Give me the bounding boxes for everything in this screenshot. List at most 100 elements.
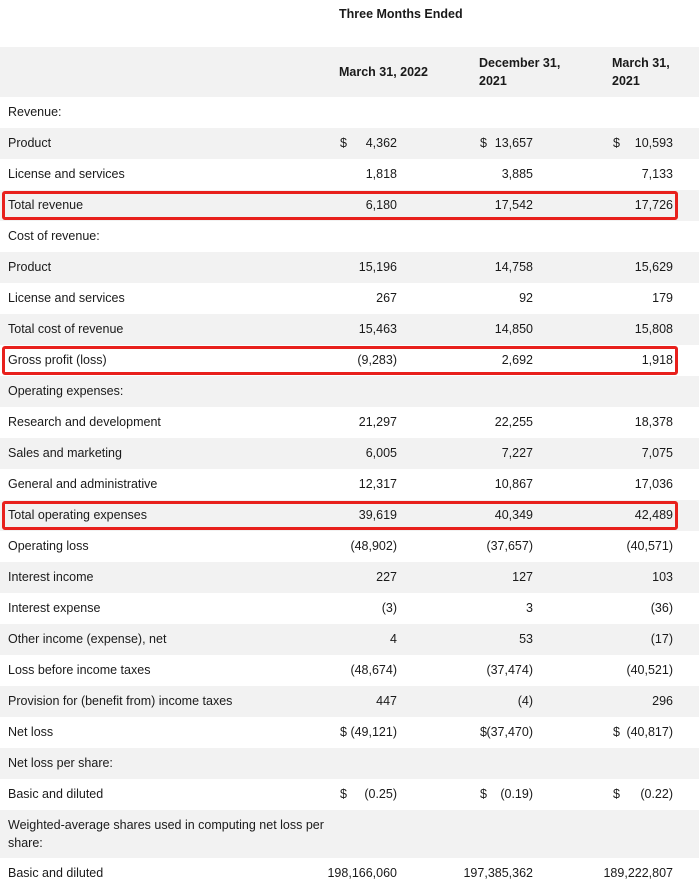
- currency-symbol: $: [613, 787, 620, 801]
- value-cell-col3: (40,817): [626, 725, 673, 739]
- value-cell-col2: (37,657): [486, 539, 533, 553]
- value-cell-col3: 15,629: [634, 260, 673, 274]
- value-cell-col3: 296: [652, 694, 673, 708]
- three-months-ended-heading: Three Months Ended: [339, 7, 463, 21]
- table-row: Loss before income taxes (48,674) (37,474)…: [0, 655, 699, 686]
- section-heading-label: Net loss per share:: [8, 756, 113, 770]
- value-cell-col2: 14,758: [494, 260, 533, 274]
- table-row: Basic and diluted 198,166,060 197,385,362 1…: [0, 858, 699, 889]
- table-row: Total operating expenses 39,619 40,349 42,4…: [0, 500, 699, 531]
- value-cell-col2: 13,657: [494, 136, 533, 150]
- value-cell-col2: 2,692: [501, 353, 533, 367]
- currency-symbol: $: [480, 787, 487, 801]
- table-row: Product $4,362 $13,657 $10,593: [0, 128, 699, 159]
- section-heading-label: Revenue:: [8, 105, 62, 119]
- currency-symbol: $: [340, 787, 347, 801]
- section-heading-label: Operating expenses:: [8, 384, 124, 398]
- value-cell-col1: (49,121): [350, 725, 397, 739]
- row-label: Total operating expenses: [8, 508, 147, 522]
- table-row: Total cost of revenue 15,463 14,850 15,808: [0, 314, 699, 345]
- value-cell-col2: 7,227: [501, 446, 533, 460]
- table-row: Operating loss (48,902) (37,657) (40,571): [0, 531, 699, 562]
- column-heading-march-2022: March 31, 2022: [339, 65, 428, 79]
- value-cell-col3: (17): [650, 632, 673, 646]
- section-heading-row: Weighted-average shares used in computin…: [0, 810, 699, 858]
- value-cell-col2: 14,850: [494, 322, 533, 336]
- value-cell-col2: 10,867: [494, 477, 533, 491]
- value-cell-col3: 189,222,807: [603, 866, 673, 880]
- table-row: Interest income 227 127 103: [0, 562, 699, 593]
- value-cell-col2: 17,542: [494, 198, 533, 212]
- section-heading-row: Operating expenses:: [0, 376, 699, 407]
- row-label: Other income (expense), net: [8, 632, 167, 646]
- value-cell-col1: 198,166,060: [327, 866, 397, 880]
- currency-symbol: $: [480, 725, 487, 739]
- currency-symbol: $: [340, 136, 347, 150]
- row-label: Operating loss: [8, 539, 89, 553]
- table-row: Gross profit (loss) (9,283) 2,692 1,918: [0, 345, 699, 376]
- section-heading-row: Cost of revenue:: [0, 221, 699, 252]
- value-cell-col1: 6,180: [365, 198, 397, 212]
- table-row: Product 15,196 14,758 15,629: [0, 252, 699, 283]
- value-cell-col1: 227: [376, 570, 397, 584]
- value-cell-col2: (37,470): [486, 725, 533, 739]
- value-cell-col2: 197,385,362: [463, 866, 533, 880]
- table-header-top: Three Months Ended: [0, 0, 699, 47]
- value-cell-col1: 447: [376, 694, 397, 708]
- value-cell-col3: (36): [650, 601, 673, 615]
- row-label: Research and development: [8, 415, 161, 429]
- column-heading-march-2021: March 31, 2021: [612, 56, 670, 88]
- value-cell-col1: 1,818: [365, 167, 397, 181]
- table-row: Sales and marketing 6,005 7,227 7,075: [0, 438, 699, 469]
- value-cell-col1: (48,674): [350, 663, 397, 677]
- value-cell-col2: (37,474): [486, 663, 533, 677]
- value-cell-col3: 1,918: [641, 353, 673, 367]
- value-cell-col1: (3): [381, 601, 397, 615]
- value-cell-col1: (9,283): [357, 353, 397, 367]
- currency-symbol: $: [340, 725, 347, 739]
- value-cell-col1: 15,196: [358, 260, 397, 274]
- row-label: Provision for (benefit from) income taxe…: [8, 694, 233, 708]
- table-row: Total revenue 6,180 17,542 17,726: [0, 190, 699, 221]
- value-cell-col1: (0.25): [364, 787, 397, 801]
- table-row: Net loss $ (49,121) $ (37,470) $ (40,817): [0, 717, 699, 748]
- row-label: Loss before income taxes: [8, 663, 151, 677]
- row-label: License and services: [8, 291, 125, 305]
- value-cell-col3: 7,133: [641, 167, 673, 181]
- column-heading-december-2021: December 31, 2021: [479, 56, 561, 88]
- value-cell-col1: 39,619: [358, 508, 397, 522]
- value-cell-col2: 3: [526, 601, 533, 615]
- value-cell-col3: 17,036: [634, 477, 673, 491]
- value-cell-col2: 40,349: [494, 508, 533, 522]
- value-cell-col2: 22,255: [494, 415, 533, 429]
- table-row: Interest expense (3) 3 (36): [0, 593, 699, 624]
- value-cell-col3: 18,378: [634, 415, 673, 429]
- currency-symbol: $: [613, 136, 620, 150]
- value-cell-col3: 103: [652, 570, 673, 584]
- value-cell-col3: 7,075: [641, 446, 673, 460]
- value-cell-col1: 6,005: [365, 446, 397, 460]
- row-label: Total cost of revenue: [8, 322, 124, 336]
- value-cell-col3: (40,521): [626, 663, 673, 677]
- value-cell-col3: 17,726: [634, 198, 673, 212]
- value-cell-col1: 12,317: [358, 477, 397, 491]
- section-heading-row: Net loss per share:: [0, 748, 699, 779]
- row-label: Product: [8, 260, 52, 274]
- table-header-columns: March 31, 2022 December 31, 2021 March 3…: [0, 47, 699, 97]
- value-cell-col1: 267: [376, 291, 397, 305]
- value-cell-col1: (48,902): [350, 539, 397, 553]
- section-heading-label: Weighted-average shares used in computin…: [8, 818, 324, 850]
- row-label: Total revenue: [8, 198, 84, 212]
- table-row: Provision for (benefit from) income taxe…: [0, 686, 699, 717]
- value-cell-col2: (4): [517, 694, 533, 708]
- value-cell-col3: 42,489: [634, 508, 673, 522]
- value-cell-col3: 15,808: [634, 322, 673, 336]
- table-row: Other income (expense), net 4 53 (17): [0, 624, 699, 655]
- table-row: License and services 1,818 3,885 7,133: [0, 159, 699, 190]
- section-heading-label: Cost of revenue:: [8, 229, 100, 243]
- table-row: License and services 267 92 179: [0, 283, 699, 314]
- row-label: Basic and diluted: [8, 866, 104, 880]
- value-cell-col3: 10,593: [634, 136, 673, 150]
- row-label: General and administrative: [8, 477, 158, 491]
- row-label: Product: [8, 136, 52, 150]
